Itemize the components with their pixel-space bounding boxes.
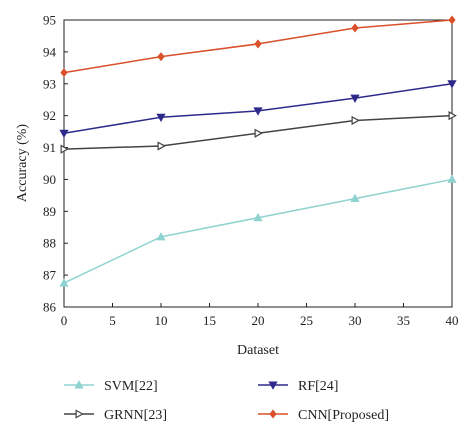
data-point	[254, 39, 262, 49]
data-point	[447, 174, 457, 183]
data-point	[447, 80, 457, 89]
x-axis-title: Dataset	[237, 343, 279, 358]
series-layer	[59, 15, 457, 287]
series-2	[60, 111, 457, 154]
legend-label: CNN[Proposed]	[298, 408, 389, 423]
x-tick-label: 30	[349, 313, 362, 328]
x-axis-ticks: 0 5 10 15 20 25 30 35 40	[61, 303, 459, 328]
legend-marker	[75, 409, 84, 419]
data-point	[156, 113, 166, 123]
legend-label: SVM[22]	[104, 379, 158, 394]
data-point	[351, 23, 359, 33]
legend-label: RF[24]	[298, 379, 338, 394]
x-tick-label: 20	[252, 313, 265, 328]
x-tick-label: 40	[446, 313, 459, 328]
legend-entry: SVM[22]	[64, 379, 158, 394]
data-point	[60, 68, 68, 78]
legend-entry: GRNN[23]	[64, 408, 167, 423]
data-point	[157, 52, 165, 62]
y-tick-label: 90	[43, 172, 56, 187]
y-tick-label: 86	[43, 300, 57, 315]
x-tick-label: 35	[397, 313, 410, 328]
y-tick-label: 91	[43, 140, 56, 155]
series-1	[59, 80, 457, 139]
data-point	[253, 107, 263, 116]
y-tick-label: 88	[43, 236, 56, 251]
data-point	[350, 94, 360, 103]
legend-marker	[268, 381, 278, 390]
x-tick-label: 25	[300, 313, 313, 328]
data-point	[448, 15, 456, 25]
x-tick-label: 5	[109, 313, 116, 328]
data-point	[253, 212, 263, 222]
series-3	[60, 15, 456, 78]
y-tick-label: 87	[43, 268, 57, 283]
legend-label: GRNN[23]	[104, 408, 167, 423]
series-line	[63, 178, 453, 284]
data-point	[350, 193, 360, 203]
data-point	[60, 144, 69, 154]
y-tick-label: 89	[43, 204, 56, 219]
data-point	[59, 129, 69, 139]
legend-entry: RF[24]	[258, 379, 338, 394]
series-0	[59, 174, 457, 287]
data-point	[254, 128, 263, 138]
y-tick-label: 92	[43, 108, 56, 123]
legend-entry: CNN[Proposed]	[258, 408, 389, 423]
data-point	[448, 111, 457, 121]
x-tick-label: 0	[61, 313, 68, 328]
legend-marker	[74, 380, 84, 389]
data-point	[59, 278, 69, 287]
y-tick-label: 93	[43, 76, 56, 91]
data-point	[157, 141, 166, 151]
data-point	[156, 232, 166, 241]
y-tick-label: 95	[43, 13, 56, 28]
legend-marker	[269, 409, 277, 419]
y-axis-ticks: 86 87 88 89 90 91 92 93 94 95	[43, 13, 68, 315]
x-tick-label: 15	[203, 313, 216, 328]
x-tick-label: 10	[155, 313, 168, 328]
y-tick-label: 94	[43, 44, 57, 59]
legend: SVM[22] RF[24] GRNN[23] CNN[Proposed]	[64, 379, 389, 423]
data-point	[351, 115, 360, 126]
y-axis-title: Accuracy (%)	[15, 124, 30, 202]
